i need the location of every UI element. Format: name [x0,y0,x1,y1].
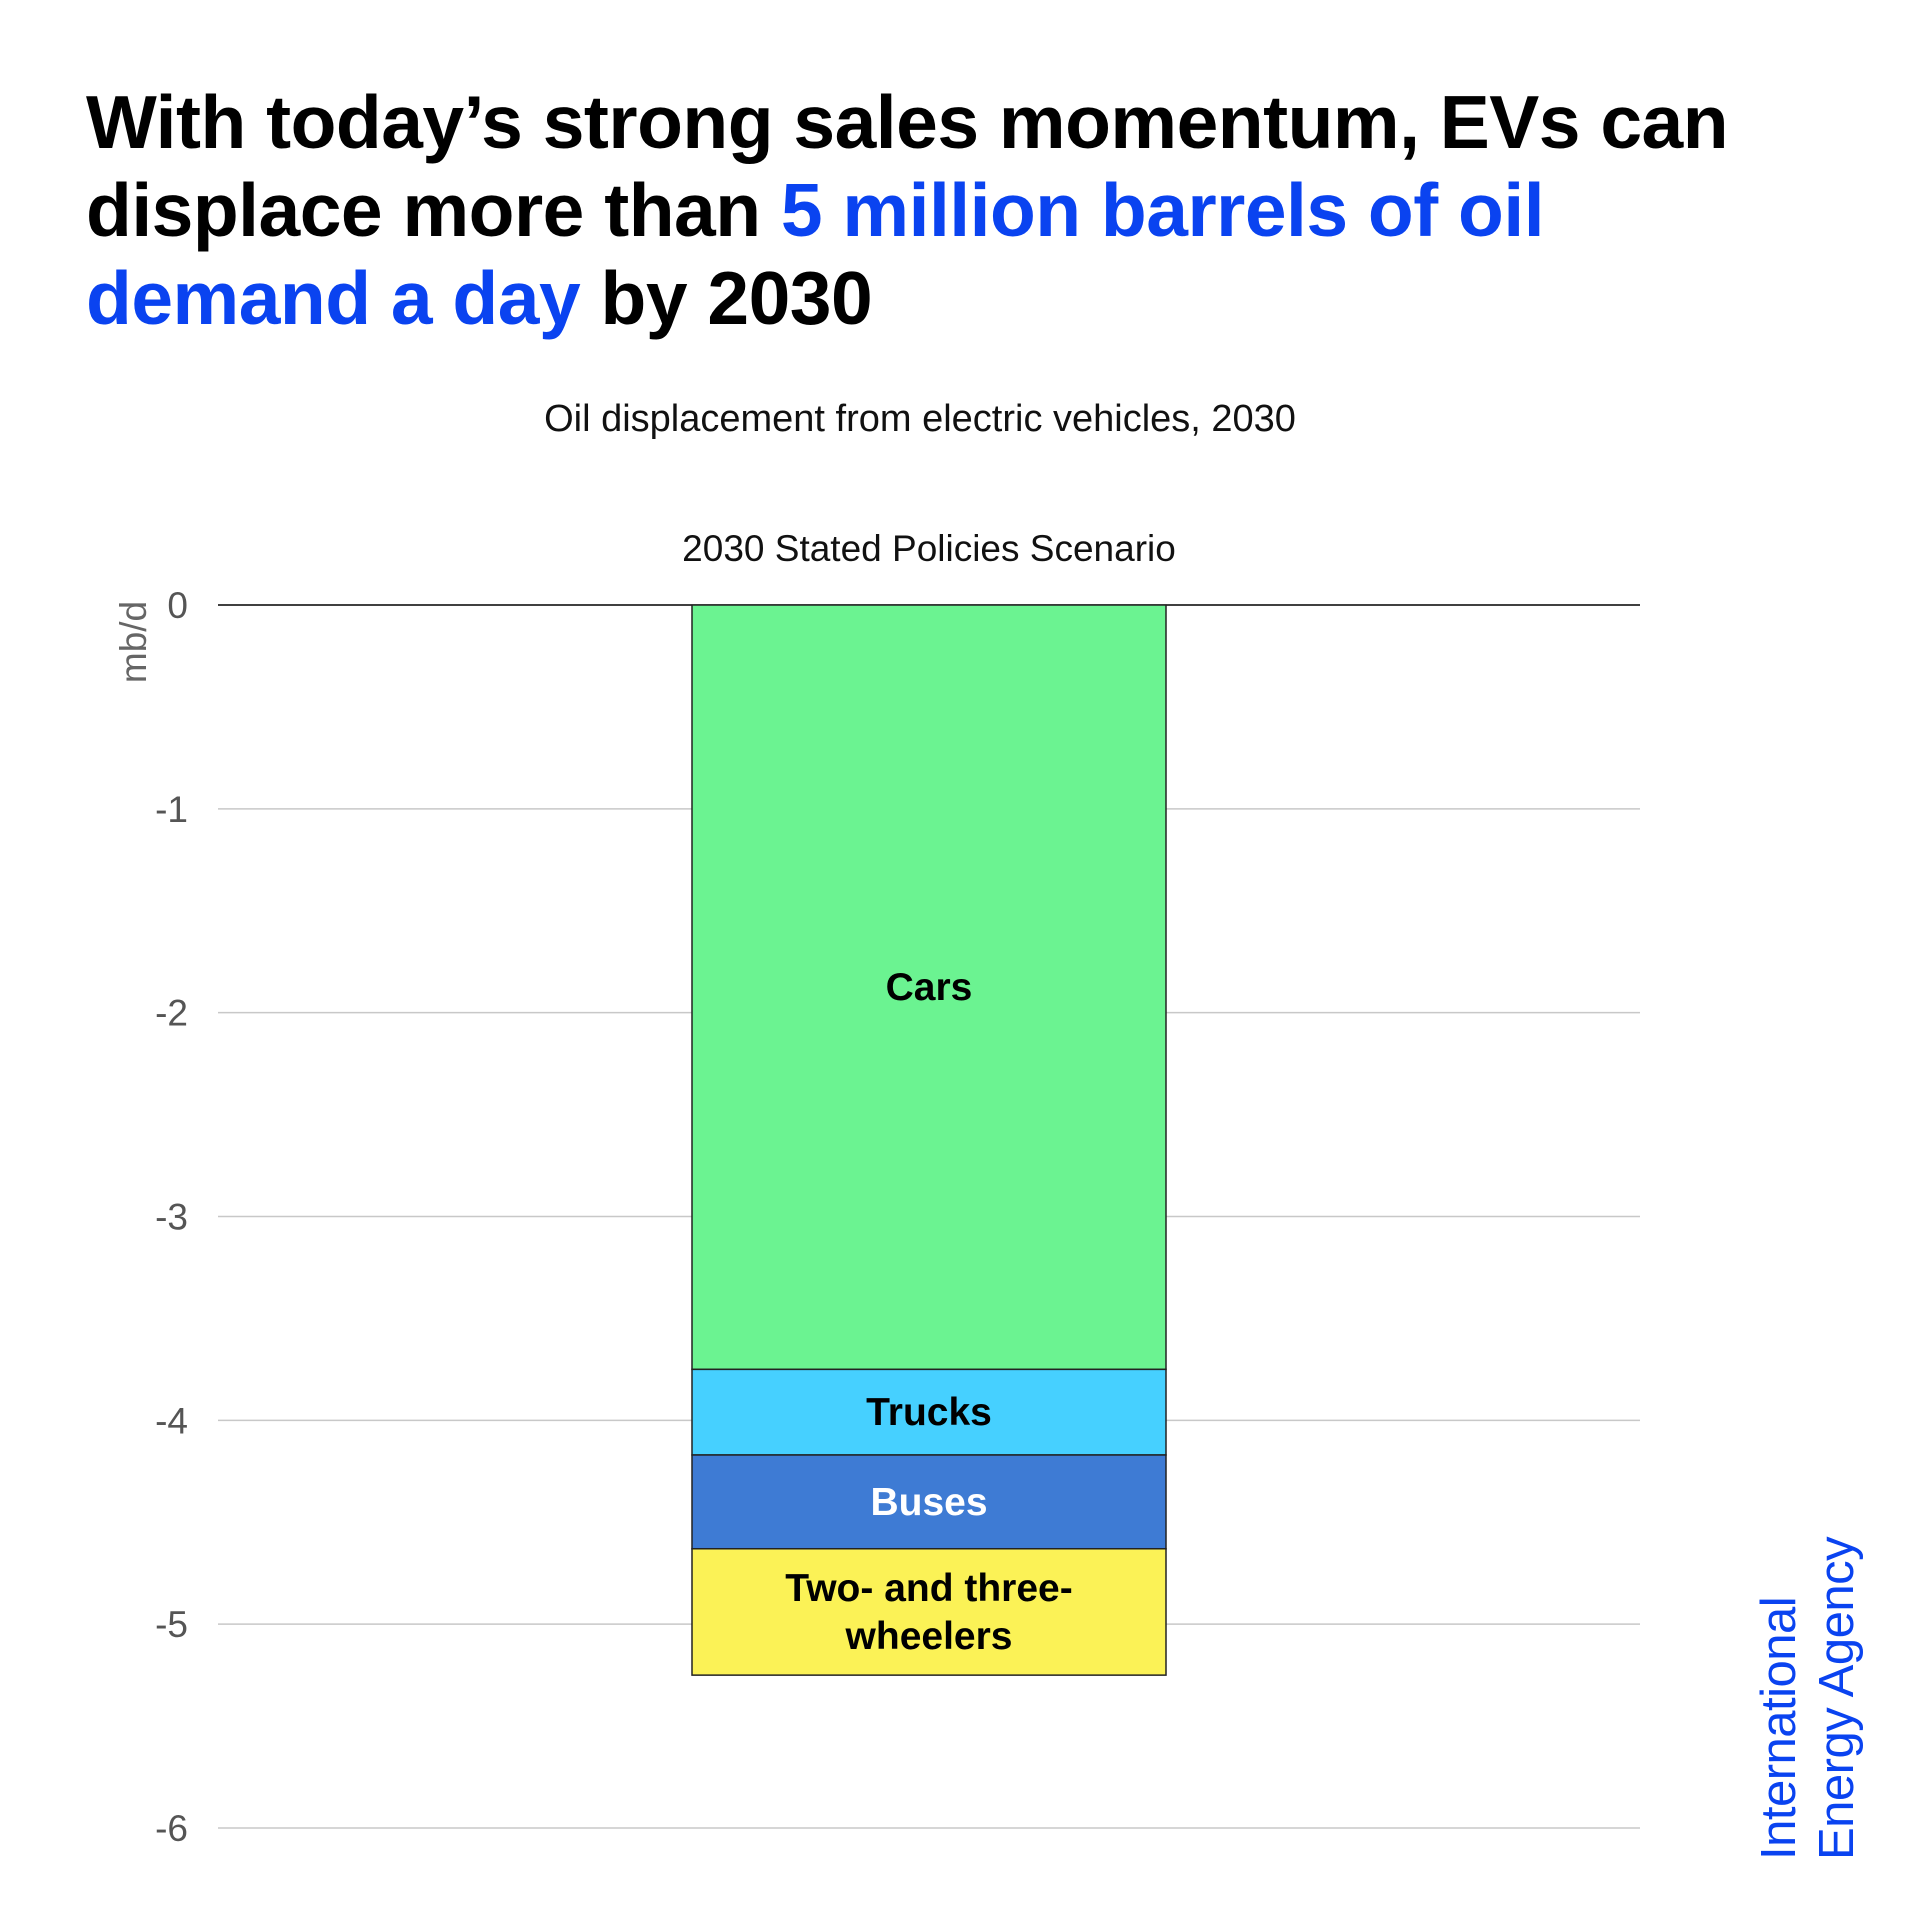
headline-highlight: 5 million barrels of oil demand a day [86,168,1545,340]
bar-segment-0 [691,604,1167,1371]
stacked-bar [691,604,1167,1676]
headline-part-2: by 2030 [580,256,873,340]
y-tick-label: -6 [155,1808,188,1849]
y-axis-ticks: 0 -1 -2 -3 -4 -5 -6 [155,585,188,1849]
bar-segment-label-1: Trucks [866,1391,992,1434]
segment-labels: Cars Trucks Buses Two- and three-wheelers [785,966,1072,1658]
y-tick-label: -2 [155,993,188,1034]
y-tick-label: -1 [155,789,188,830]
category-label: 2030 Stated Policies Scenario [682,528,1176,569]
logo-line-1: International [1752,1596,1806,1860]
y-tick-label: 0 [167,585,188,626]
chart-subtitle: Oil displacement from electric vehicles,… [544,398,1296,440]
headline: With today’s strong sales momentum, EVs … [86,78,1846,342]
logo-line-2: Energy Agency [1810,1536,1864,1860]
y-tick-label: -5 [155,1604,188,1645]
bar-segment-3 [691,1547,1167,1676]
iea-logo: International Energy Agency [1750,1537,1866,1860]
bar-segment-label-3: Two- and three-wheelers [785,1567,1072,1658]
y-axis-label: mb/d [113,601,154,683]
bar-segment-label-0: Cars [886,966,973,1009]
y-tick-label: -4 [155,1400,188,1441]
y-tick-label: -3 [155,1197,188,1238]
bar-segment-label-2: Buses [870,1481,987,1524]
headline-part-1: With today’s strong sales momentum, EVs … [86,80,1729,252]
